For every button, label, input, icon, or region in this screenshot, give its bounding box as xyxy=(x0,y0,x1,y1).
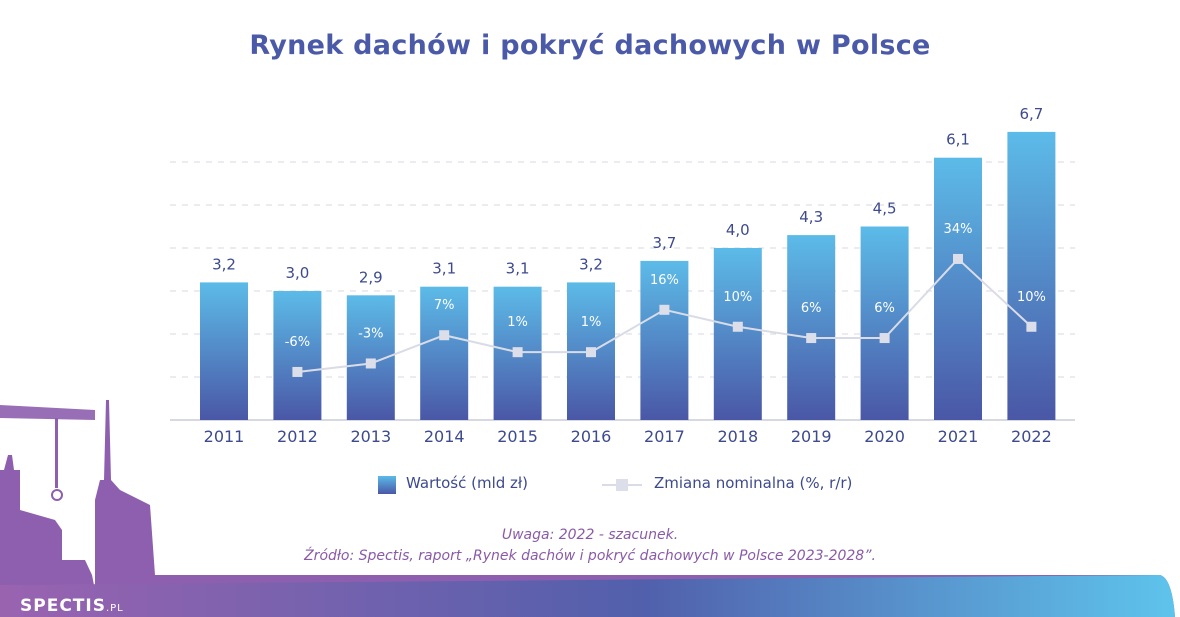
change-label: -6% xyxy=(285,335,310,350)
x-tick-label: 2016 xyxy=(571,427,612,446)
bar-2014 xyxy=(420,286,469,420)
bar-2012 xyxy=(273,291,322,420)
x-tick-label: 2022 xyxy=(1011,427,1052,446)
bar-2018 xyxy=(713,248,762,420)
bar-value-label: 6,7 xyxy=(1019,105,1043,123)
change-label: 16% xyxy=(650,273,679,288)
legend-label: Zmiana nominalna (%, r/r) xyxy=(654,474,853,492)
x-tick-label: 2014 xyxy=(424,427,465,446)
change-marker xyxy=(1026,321,1037,332)
bar-2011 xyxy=(200,282,248,420)
legend-item-change: Zmiana nominalna (%, r/r) xyxy=(654,474,852,492)
x-tick-label: 2018 xyxy=(717,427,758,446)
change-marker xyxy=(512,347,523,358)
x-tick-label: 2019 xyxy=(791,427,832,446)
bar-value-label: 4,5 xyxy=(873,200,897,218)
change-marker xyxy=(659,304,670,315)
bar-value-label: 3,0 xyxy=(285,264,309,282)
legend-marker-swatch xyxy=(616,479,628,491)
change-label: 10% xyxy=(1017,290,1046,305)
change-marker xyxy=(879,333,890,344)
change-label: 6% xyxy=(801,301,822,316)
change-label: 10% xyxy=(723,290,752,305)
legend-bar-swatch xyxy=(378,476,396,494)
bar-value-label: 3,2 xyxy=(212,255,236,273)
note-estimate: Uwaga: 2022 - szacunek. xyxy=(501,527,679,543)
bar-2017 xyxy=(640,260,689,420)
change-label: 34% xyxy=(944,222,973,237)
change-marker xyxy=(806,333,817,344)
change-marker xyxy=(953,253,963,264)
bar-value-label: 4,0 xyxy=(726,221,750,239)
change-label: -3% xyxy=(358,326,383,341)
bar-value-label: 3,1 xyxy=(506,260,530,278)
bar-value-label: 3,2 xyxy=(579,255,603,273)
bar-value-label: 3,7 xyxy=(652,234,676,252)
change-marker xyxy=(292,366,303,377)
x-tick-label: 2020 xyxy=(864,427,905,446)
x-tick-label: 2015 xyxy=(497,427,538,446)
legend-item-value: Wartość (mld zł) xyxy=(406,474,528,492)
note-source: Źródło: Spectis, raport „Rynek dachów i … xyxy=(304,548,876,564)
bar-2019 xyxy=(787,235,836,420)
x-tick-label: 2017 xyxy=(644,427,685,446)
bar-value-label: 3,1 xyxy=(432,260,456,278)
change-label: 1% xyxy=(507,315,528,330)
x-tick-label: 2021 xyxy=(938,427,979,446)
change-marker xyxy=(586,347,596,358)
change-label: 6% xyxy=(874,301,895,316)
footer-band xyxy=(0,575,1175,617)
chart-title: Rynek dachów i pokryć dachowych w Polsce xyxy=(249,30,931,61)
change-label: 1% xyxy=(581,315,602,330)
bar-2022 xyxy=(1007,131,1056,420)
x-tick-label: 2013 xyxy=(350,427,391,446)
change-marker xyxy=(365,358,376,369)
x-tick-label: 2012 xyxy=(277,427,318,446)
bar-value-label: 4,3 xyxy=(799,208,823,226)
bar-value-label: 6,1 xyxy=(946,131,970,149)
change-marker xyxy=(732,321,743,332)
bar-value-label: 2,9 xyxy=(359,268,383,286)
change-label: 7% xyxy=(434,298,455,313)
bar-2020 xyxy=(860,226,909,420)
change-marker xyxy=(439,330,450,341)
x-tick-label: 2011 xyxy=(204,427,245,446)
bar-2021 xyxy=(934,157,982,420)
legend-label: Wartość (mld zł) xyxy=(406,474,529,492)
spectis-logo: SPECTIS.PL xyxy=(20,596,124,616)
